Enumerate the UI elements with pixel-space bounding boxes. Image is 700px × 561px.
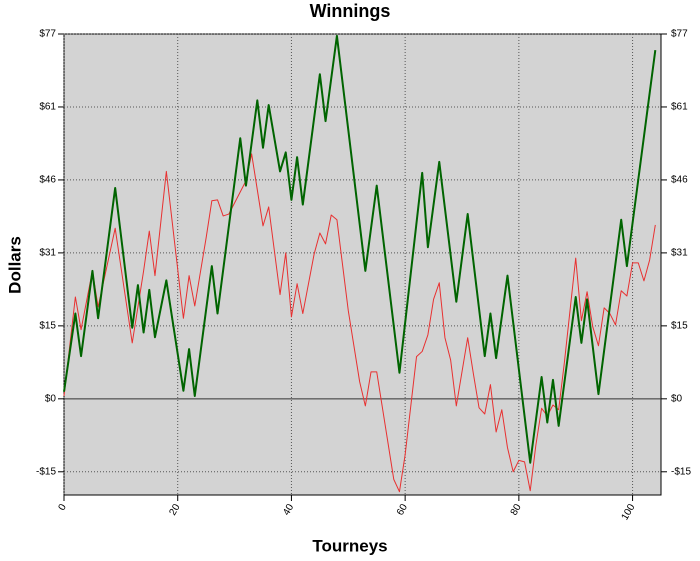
x-tick-label: 0	[57, 502, 70, 513]
plot-area	[63, 33, 662, 496]
x-tick-label: 80	[509, 502, 524, 518]
y-tick-label: $77	[39, 29, 56, 40]
y2-tick-label: $46	[671, 175, 688, 186]
series-line	[63, 153, 656, 493]
y2-tick-label: $77	[671, 29, 688, 40]
y2-tick-label: $31	[671, 248, 688, 259]
y-tick-label: $61	[39, 102, 56, 113]
series-line	[63, 34, 657, 464]
y-tick-label: $31	[39, 248, 56, 259]
y2-tick-label: $15	[671, 320, 688, 331]
y-axis-label: Dollars	[5, 236, 24, 294]
y-tick-label: -$15	[36, 466, 56, 477]
x-tick-label: 100	[620, 502, 638, 522]
x-tick-label: 40	[281, 502, 296, 518]
y2-tick-label: -$15	[671, 466, 691, 477]
y2-tick-label: $61	[671, 102, 688, 113]
x-tick-label: 60	[395, 502, 410, 518]
y-tick-label: $0	[45, 393, 57, 404]
x-tick-label: 20	[168, 502, 183, 518]
y-tick-label: $46	[39, 175, 56, 186]
chart-title: Winnings	[310, 1, 391, 21]
y-tick-label: $15	[39, 320, 56, 331]
y2-tick-label: $0	[671, 393, 683, 404]
x-axis-label: Tourneys	[312, 536, 387, 555]
